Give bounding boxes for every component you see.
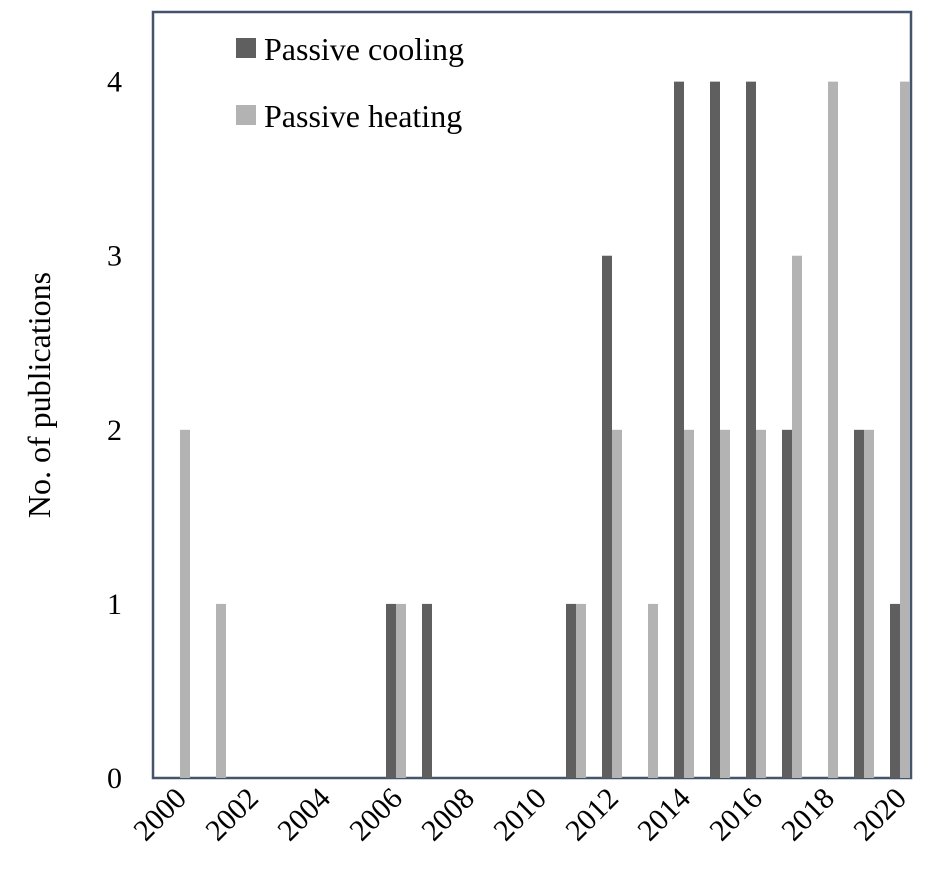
bars-group [180,81,910,779]
bar-passive-cooling-2006 [386,603,396,778]
bar-passive-heating-2020 [900,81,910,779]
bar-passive-heating-2015 [720,429,730,778]
bar-passive-cooling-2014 [674,81,684,779]
x-tick-label-2012: 2012 [559,782,625,848]
legend-label-passive-cooling: Passive cooling [264,31,464,67]
x-tick-label-2010: 2010 [487,782,553,848]
x-tick-label-2000: 2000 [127,782,193,848]
legend-swatch-passive-cooling [236,38,256,58]
x-tick-labels: 2000 2002 2004 2006 2008 2010 2012 2014 2016 2018… [127,782,913,848]
bar-passive-cooling-2016 [746,81,756,779]
y-tick-label-0: 0 [107,762,122,795]
legend-swatch-passive-heating [236,105,256,125]
plot-frame [151,10,913,780]
bar-passive-heating-2018 [828,81,838,779]
y-axis-title: No. of publications [21,272,57,518]
bar-passive-cooling-2012 [602,255,612,778]
legend-label-passive-heating: Passive heating [264,98,462,134]
bar-passive-heating-2012 [612,429,622,778]
y-tick-label-4: 4 [107,66,122,99]
bar-passive-heating-2006 [396,603,406,778]
bar-passive-heating-2013 [648,603,658,778]
y-tick-label-2: 2 [107,414,122,447]
bar-passive-heating-2011 [576,603,586,778]
bar-passive-heating-2014 [684,429,694,778]
bar-passive-cooling-2019 [854,429,864,778]
bar-passive-heating-2016 [756,429,766,778]
bar-passive-cooling-2017 [782,429,792,778]
x-tick-label-2002: 2002 [199,782,265,848]
y-tick-label-3: 3 [107,240,122,273]
bar-passive-heating-2017 [792,255,802,778]
x-tick-label-2016: 2016 [703,782,769,848]
bar-passive-cooling-2020 [890,603,900,778]
x-tick-label-2008: 2008 [415,782,481,848]
x-tick-label-2020: 2020 [847,782,913,848]
legend: Passive cooling Passive heating [236,31,464,134]
bar-passive-heating-2019 [864,429,874,778]
bar-passive-heating-2001 [216,603,226,778]
x-tick-label-2018: 2018 [775,782,841,848]
x-tick-label-2014: 2014 [631,782,697,848]
bar-passive-cooling-2015 [710,81,720,779]
y-tick-label-1: 1 [107,588,122,621]
x-tick-label-2006: 2006 [343,782,409,848]
bar-passive-cooling-2007 [422,603,432,778]
y-tick-labels: 0 1 2 3 4 [107,66,122,795]
bar-passive-cooling-2011 [566,603,576,778]
x-tick-label-2004: 2004 [271,782,337,848]
bar-passive-heating-2000 [180,429,190,778]
